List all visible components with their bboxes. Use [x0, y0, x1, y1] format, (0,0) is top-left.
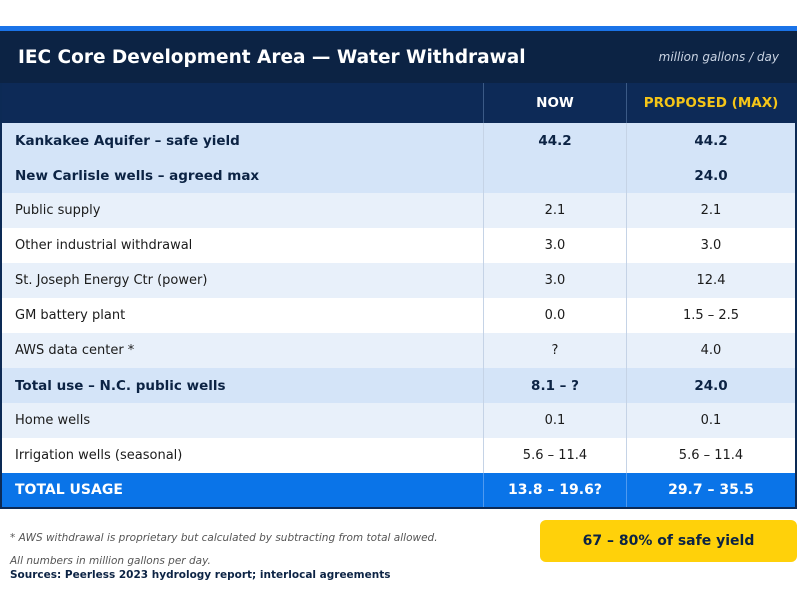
- row-proposed-value: 44.2: [626, 123, 795, 158]
- safe-yield-badge: 67 – 80% of safe yield: [540, 520, 797, 562]
- total-label: TOTAL USAGE: [15, 482, 123, 498]
- withdrawal-table: NOW PROPOSED (MAX) Kankakee Aquifer – sa…: [0, 83, 797, 509]
- column-header-row: NOW PROPOSED (MAX): [2, 83, 795, 123]
- row-now-value: 2.1: [483, 193, 626, 228]
- row-now-value: 0.1: [483, 403, 626, 438]
- table-row: GM battery plant 0.0 1.5 – 2.5: [2, 298, 795, 333]
- column-header-now: NOW: [483, 83, 626, 123]
- table-row: St. Joseph Energy Ctr (power) 3.0 12.4: [2, 263, 795, 298]
- table-row: New Carlisle wells – agreed max 24.0: [2, 158, 795, 193]
- column-header-label: [2, 83, 483, 123]
- row-proposed-value: 4.0: [626, 333, 795, 368]
- row-proposed-value: 3.0: [626, 228, 795, 263]
- table-row: Total use – N.C. public wells 8.1 – ? 24.0: [2, 368, 795, 403]
- row-label: Kankakee Aquifer – safe yield: [15, 132, 240, 149]
- row-now-value: [483, 158, 626, 193]
- aws-footnote: * AWS withdrawal is proprietary but calc…: [10, 532, 438, 544]
- table-row: Public supply 2.1 2.1: [2, 193, 795, 228]
- row-now-value: 8.1 – ?: [483, 368, 626, 403]
- table-header-banner: IEC Core Development Area — Water Withdr…: [0, 31, 797, 83]
- row-label: New Carlisle wells – agreed max: [15, 167, 260, 184]
- row-label: AWS data center *: [15, 343, 135, 358]
- total-proposed: 29.7 – 35.5: [626, 473, 795, 507]
- row-now-value: 3.0: [483, 263, 626, 298]
- row-proposed-value: 24.0: [626, 368, 795, 403]
- row-label: Total use – N.C. public wells: [15, 377, 226, 394]
- row-proposed-value: 12.4: [626, 263, 795, 298]
- row-proposed-value: 1.5 – 2.5: [626, 298, 795, 333]
- total-row: TOTAL USAGE 13.8 – 19.6? 29.7 – 35.5: [2, 473, 795, 507]
- unit-label: million gallons / day: [658, 50, 779, 64]
- column-header-proposed: PROPOSED (MAX): [626, 83, 795, 123]
- row-proposed-value: 2.1: [626, 193, 795, 228]
- row-now-value: 5.6 – 11.4: [483, 438, 626, 473]
- row-proposed-value: 5.6 – 11.4: [626, 438, 795, 473]
- table-row: Kankakee Aquifer – safe yield 44.2 44.2: [2, 123, 795, 158]
- units-footnote: All numbers in million gallons per day.: [10, 555, 211, 567]
- row-label: Home wells: [15, 413, 91, 428]
- row-proposed-value: 0.1: [626, 403, 795, 438]
- row-label: GM battery plant: [15, 308, 126, 323]
- table-body: Kankakee Aquifer – safe yield 44.2 44.2 New…: [2, 123, 795, 473]
- row-now-value: 0.0: [483, 298, 626, 333]
- row-label: Other industrial withdrawal: [15, 238, 193, 253]
- table-row: Home wells 0.1 0.1: [2, 403, 795, 438]
- row-now-value: 44.2: [483, 123, 626, 158]
- row-label: St. Joseph Energy Ctr (power): [15, 273, 208, 288]
- row-label: Public supply: [15, 203, 101, 218]
- table-row: Other industrial withdrawal 3.0 3.0: [2, 228, 795, 263]
- table-row: Irrigation wells (seasonal) 5.6 – 11.4 5.6…: [2, 438, 795, 473]
- page-title: IEC Core Development Area — Water Withdr…: [18, 46, 526, 68]
- top-accent-bar: [0, 26, 797, 31]
- total-now: 13.8 – 19.6?: [483, 473, 626, 507]
- row-label: Irrigation wells (seasonal): [15, 448, 183, 463]
- row-now-value: ?: [483, 333, 626, 368]
- row-now-value: 3.0: [483, 228, 626, 263]
- row-proposed-value: 24.0: [626, 158, 795, 193]
- sources-note: Sources: Peerless 2023 hydrology report;…: [10, 569, 391, 581]
- table-row: AWS data center *? 4.0: [2, 333, 795, 368]
